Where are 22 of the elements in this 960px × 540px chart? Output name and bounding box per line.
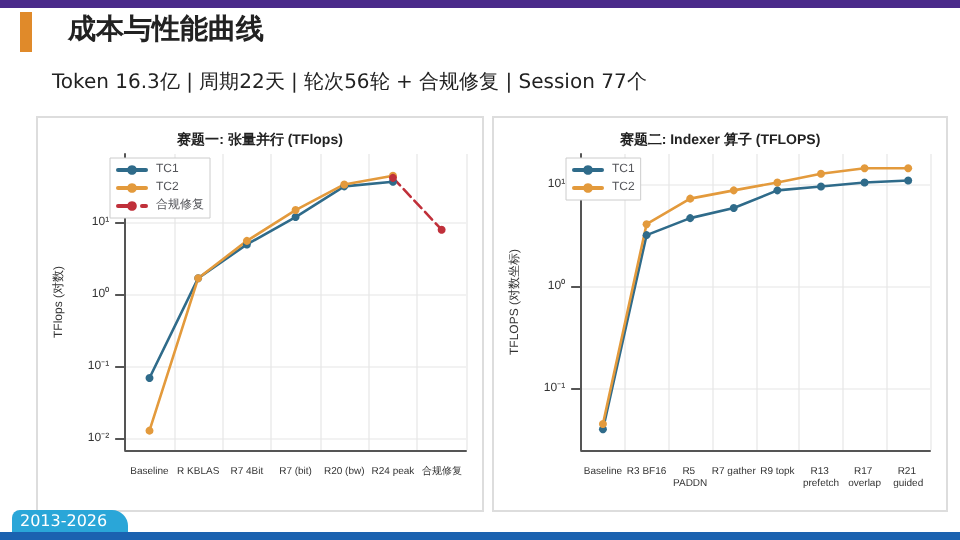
point bbox=[598, 419, 607, 428]
text: Token 16.3亿 | 周期22天 | 轮次56轮 + 合规修复 | Session 77个 bbox=[52, 69, 647, 96]
point bbox=[773, 186, 782, 195]
point bbox=[145, 373, 154, 382]
point bbox=[642, 220, 651, 229]
point bbox=[291, 206, 300, 215]
point bbox=[686, 194, 695, 203]
point bbox=[686, 214, 695, 223]
point bbox=[729, 186, 738, 195]
point bbox=[860, 164, 869, 173]
point bbox=[904, 176, 913, 185]
text: 成本与性能曲线 bbox=[68, 12, 264, 48]
text: 2013-2026 bbox=[12, 510, 128, 532]
point bbox=[437, 225, 446, 234]
point bbox=[729, 204, 738, 213]
point bbox=[773, 178, 782, 187]
point bbox=[816, 169, 825, 178]
point bbox=[145, 426, 154, 435]
point bbox=[642, 231, 651, 240]
point bbox=[904, 164, 913, 173]
point bbox=[860, 178, 869, 187]
point bbox=[816, 182, 825, 191]
